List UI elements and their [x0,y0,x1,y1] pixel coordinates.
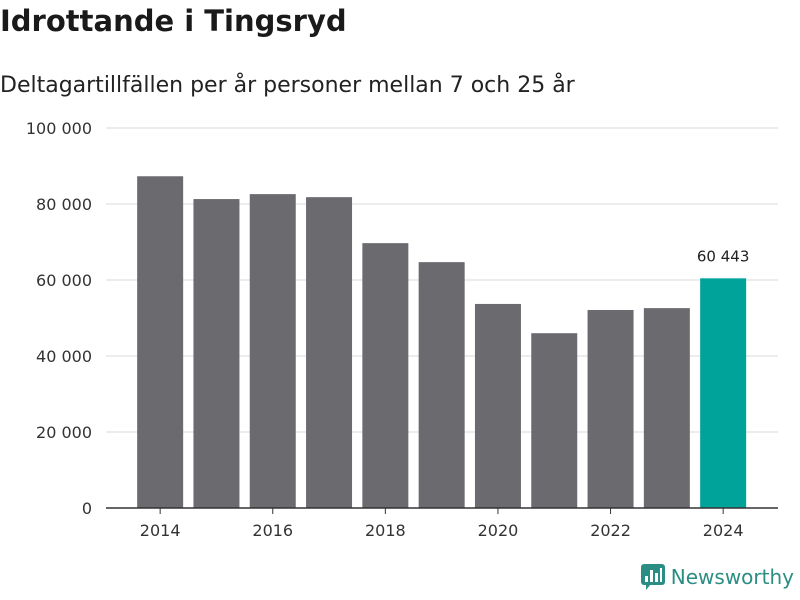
y-tick-label: 20 000 [36,423,92,442]
x-tick-label: 2018 [365,521,406,540]
y-tick-label: 40 000 [36,347,92,366]
bar-2016 [249,194,296,508]
bar-2017 [306,197,353,508]
bar-2022 [587,310,634,508]
y-tick-label: 80 000 [36,195,92,214]
bar-2024 [700,278,747,508]
x-tick-label: 2024 [703,521,744,540]
chart-title: Idrottande i Tingsryd [0,4,347,38]
bar-2021 [531,333,578,508]
y-tick-label: 0 [82,499,92,518]
x-tick-label: 2022 [590,521,631,540]
y-tick-label: 100 000 [26,119,92,138]
x-tick-label: 2020 [478,521,519,540]
bar-2015 [193,199,240,508]
data-label: 60 443 [697,247,750,265]
bar-2018 [362,243,409,508]
newsworthy-logo-icon [640,564,665,590]
x-tick-label: 2014 [140,521,181,540]
brand-name: Newsworthy [670,565,794,589]
brand-logo: Newsworthy [640,564,794,590]
chart-subtitle: Deltagartillfällen per år personer mella… [0,73,575,98]
x-tick-label: 2016 [252,521,293,540]
y-tick-label: 60 000 [36,271,92,290]
bar-2014 [137,176,184,508]
bar-2023 [643,308,690,508]
bar-2019 [418,262,465,508]
bar-2020 [474,303,521,508]
